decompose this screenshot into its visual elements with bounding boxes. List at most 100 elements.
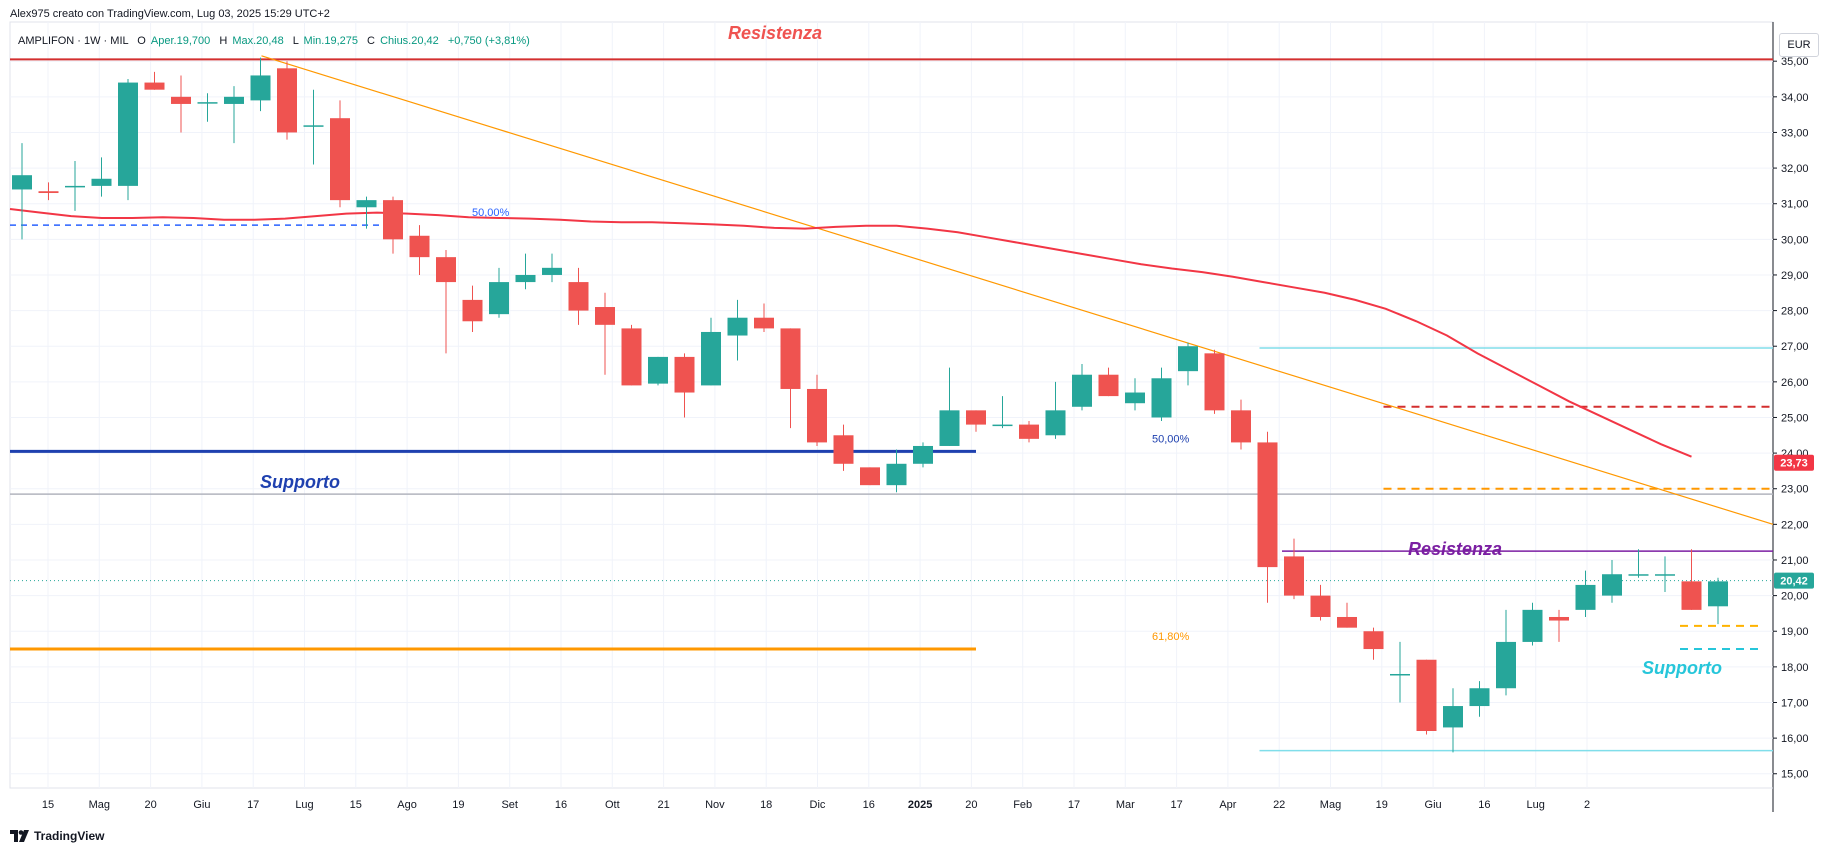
x-tick-label: 2025 xyxy=(908,799,932,811)
candle xyxy=(12,143,32,240)
x-tick-label: 2 xyxy=(1584,799,1590,811)
candle-body xyxy=(1098,374,1119,397)
symbol-name[interactable]: AMPLIFON · 1W · MIL xyxy=(18,35,129,47)
candle-body xyxy=(1522,609,1543,642)
candle-body xyxy=(1204,353,1225,411)
y-tick-label: 20,00 xyxy=(1781,591,1809,603)
candle-body xyxy=(1363,631,1384,650)
candle xyxy=(1628,549,1649,578)
resistenza-right-label: Resistenza xyxy=(1408,539,1502,559)
candle xyxy=(595,292,615,375)
candle xyxy=(1416,659,1437,735)
x-tick-label: 19 xyxy=(452,799,464,811)
candle-body xyxy=(754,317,774,329)
candle-body xyxy=(356,200,377,208)
candle xyxy=(1204,349,1225,414)
candle-body xyxy=(1125,392,1145,404)
tradingview-logo[interactable]: TradingView xyxy=(10,829,104,843)
x-tick-label: 18 xyxy=(760,799,772,811)
candle xyxy=(1708,577,1728,625)
x-tick-label: Nov xyxy=(705,799,725,811)
candle-body xyxy=(568,282,589,311)
candle-body xyxy=(939,410,960,446)
candle-body xyxy=(542,267,562,275)
x-tick-label: 16 xyxy=(555,799,567,811)
candle xyxy=(674,353,695,418)
candles xyxy=(12,57,1728,753)
candle-body xyxy=(1151,378,1172,418)
y-tick-label: 23,00 xyxy=(1781,484,1809,496)
candle xyxy=(303,89,324,165)
candle-body xyxy=(1045,410,1066,436)
tradingview-brand: TradingView xyxy=(34,829,105,843)
candle xyxy=(1337,602,1357,628)
currency-button[interactable]: EUR xyxy=(1779,33,1819,57)
candle xyxy=(1072,364,1092,411)
y-tick-label: 15,00 xyxy=(1781,769,1809,781)
candle-body xyxy=(224,96,244,104)
candle-body xyxy=(1681,581,1702,610)
x-tick-label: 15 xyxy=(42,799,54,811)
x-tick-label: Set xyxy=(501,799,518,811)
candle-body xyxy=(648,356,668,384)
candle xyxy=(1231,399,1251,450)
candle-body xyxy=(330,118,350,201)
candle-body xyxy=(409,235,430,258)
symbol-legend: AMPLIFON · 1W · MIL O Aper.19,700 H Max.… xyxy=(18,35,530,47)
candle xyxy=(1443,688,1463,753)
y-tick-label: 27,00 xyxy=(1781,341,1809,353)
candle xyxy=(91,157,112,197)
candle xyxy=(1522,602,1543,646)
candle xyxy=(1602,559,1622,603)
candle xyxy=(65,160,85,211)
x-tick-label: 20 xyxy=(144,799,156,811)
y-tick-label: 16,00 xyxy=(1781,733,1809,745)
x-tick-label: Mag xyxy=(1320,799,1341,811)
y-tick-label: 30,00 xyxy=(1781,234,1809,246)
candle-body xyxy=(38,191,59,194)
candle-body xyxy=(1469,688,1490,707)
candle-body xyxy=(1284,556,1304,596)
candle-body xyxy=(1575,584,1596,610)
candle-body xyxy=(277,68,297,133)
candle-body xyxy=(621,328,642,386)
candle xyxy=(1681,549,1702,610)
y-tick-label: 32,00 xyxy=(1781,163,1809,175)
candle-body xyxy=(1628,574,1649,576)
candle xyxy=(648,356,668,386)
candle-body xyxy=(250,75,271,101)
chart-credit: Alex975 creato con TradingView.com, Lug … xyxy=(10,8,330,20)
candle-body xyxy=(144,82,165,90)
candle-body xyxy=(1310,595,1331,617)
supporto-right-label: Supporto xyxy=(1642,658,1722,678)
candle xyxy=(913,442,933,468)
x-tick-label: Feb xyxy=(1013,799,1032,811)
candle xyxy=(542,253,562,283)
x-tick-label: Mag xyxy=(89,799,110,811)
fib-50-label-right: 50,00% xyxy=(1152,433,1190,445)
x-tick-label: Giu xyxy=(193,799,210,811)
candle xyxy=(1310,584,1331,621)
x-tick-label: 16 xyxy=(863,799,875,811)
x-tick-label: Ott xyxy=(605,799,620,811)
y-tick-label: 22,00 xyxy=(1781,519,1809,531)
candle xyxy=(1575,570,1596,617)
x-tick-label: Mar xyxy=(1116,799,1135,811)
y-tick-label: 25,00 xyxy=(1781,412,1809,424)
candle xyxy=(1178,342,1198,386)
low-value: Min.19,275 xyxy=(303,35,358,47)
candle xyxy=(886,449,907,493)
candle xyxy=(860,467,880,486)
candle xyxy=(621,324,642,386)
candle-body xyxy=(1231,410,1251,443)
candle xyxy=(939,367,960,446)
y-tick-label: 34,00 xyxy=(1781,92,1809,104)
candle-body xyxy=(197,102,218,104)
time-axis: 15 Mag 20 Giu 17 Lug 15 Ago 19 Set 16 Ott 21 Nov 18 Dic… xyxy=(42,799,1590,811)
candle-body xyxy=(1337,616,1357,628)
candle-body xyxy=(701,331,721,386)
x-tick-label: 17 xyxy=(1170,799,1182,811)
candle-body xyxy=(1416,659,1437,731)
annotations: Resistenza Supporto Resistenza Supporto 50,0… xyxy=(260,23,1722,678)
